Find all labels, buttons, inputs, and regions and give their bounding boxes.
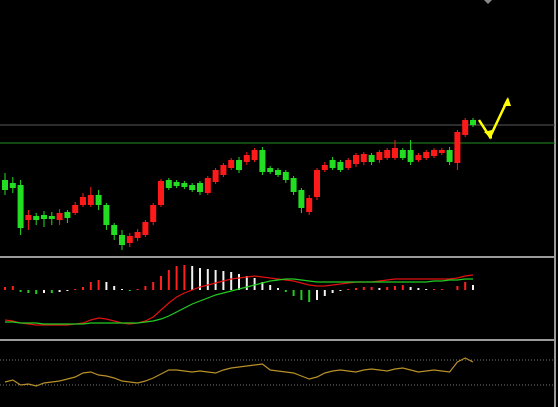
candle-body xyxy=(415,155,422,160)
candle-body xyxy=(243,155,250,162)
arrow xyxy=(477,98,510,140)
candle-body xyxy=(126,236,133,243)
annotation-arrows xyxy=(477,97,511,140)
candle-body xyxy=(181,183,188,187)
candle-body xyxy=(95,195,102,205)
candle-body xyxy=(438,150,445,153)
candle-body xyxy=(462,120,469,135)
arrow-head xyxy=(503,97,511,106)
arrow-head xyxy=(484,130,492,139)
candle-body xyxy=(329,160,336,168)
candle-body xyxy=(119,235,125,245)
candle-body xyxy=(384,150,391,158)
candle-body xyxy=(290,178,297,192)
candle-body xyxy=(2,180,8,190)
candle-body xyxy=(399,150,406,158)
candle-body xyxy=(282,172,289,180)
candle-body xyxy=(368,155,375,162)
candle-body xyxy=(150,205,157,222)
indicator-line xyxy=(5,278,473,325)
candle-body xyxy=(41,215,47,219)
candle-body xyxy=(376,152,383,160)
candle-body xyxy=(454,132,461,163)
candle-body xyxy=(80,197,86,205)
candle-body xyxy=(228,160,235,168)
candle-body xyxy=(392,148,398,158)
candle-body xyxy=(337,162,344,170)
candle-body xyxy=(56,213,63,220)
candle-body xyxy=(103,205,110,225)
candle-body xyxy=(306,198,313,212)
candle-body xyxy=(165,180,172,188)
candle-body xyxy=(360,154,367,162)
candle-body xyxy=(17,185,24,228)
candle-body xyxy=(33,216,40,220)
candle-body xyxy=(72,205,79,213)
candle-body xyxy=(259,150,266,172)
candle-body xyxy=(220,165,227,175)
candle-body xyxy=(407,150,414,162)
candle-body xyxy=(64,212,71,218)
candle-body xyxy=(111,225,118,235)
candle-body xyxy=(431,150,437,156)
candle-body xyxy=(446,150,453,162)
candle-body xyxy=(275,170,281,175)
candle-body xyxy=(212,170,219,182)
candle-body xyxy=(158,181,164,205)
scroll-marker xyxy=(484,0,492,4)
candle-body xyxy=(142,222,149,235)
candle-body xyxy=(353,155,359,164)
candle-body xyxy=(48,216,55,219)
candle-body xyxy=(314,170,320,197)
candle-body xyxy=(251,150,258,160)
candle-body xyxy=(197,183,203,192)
candle-body xyxy=(204,178,211,193)
candle-body xyxy=(87,195,94,205)
oscillator-line xyxy=(4,357,474,387)
candle-body xyxy=(25,215,32,220)
candle-body xyxy=(470,120,476,125)
candle-body xyxy=(173,182,180,186)
candle-body xyxy=(345,160,352,168)
candle-body xyxy=(236,160,242,170)
candle-body xyxy=(423,152,430,158)
candle-body xyxy=(298,190,305,208)
candle-body xyxy=(134,232,141,238)
indicator-line xyxy=(4,274,474,326)
candle-body xyxy=(321,165,328,170)
plot xyxy=(0,118,555,387)
candle-body xyxy=(189,185,196,190)
candle-body xyxy=(9,183,16,188)
candle-body xyxy=(267,168,274,172)
